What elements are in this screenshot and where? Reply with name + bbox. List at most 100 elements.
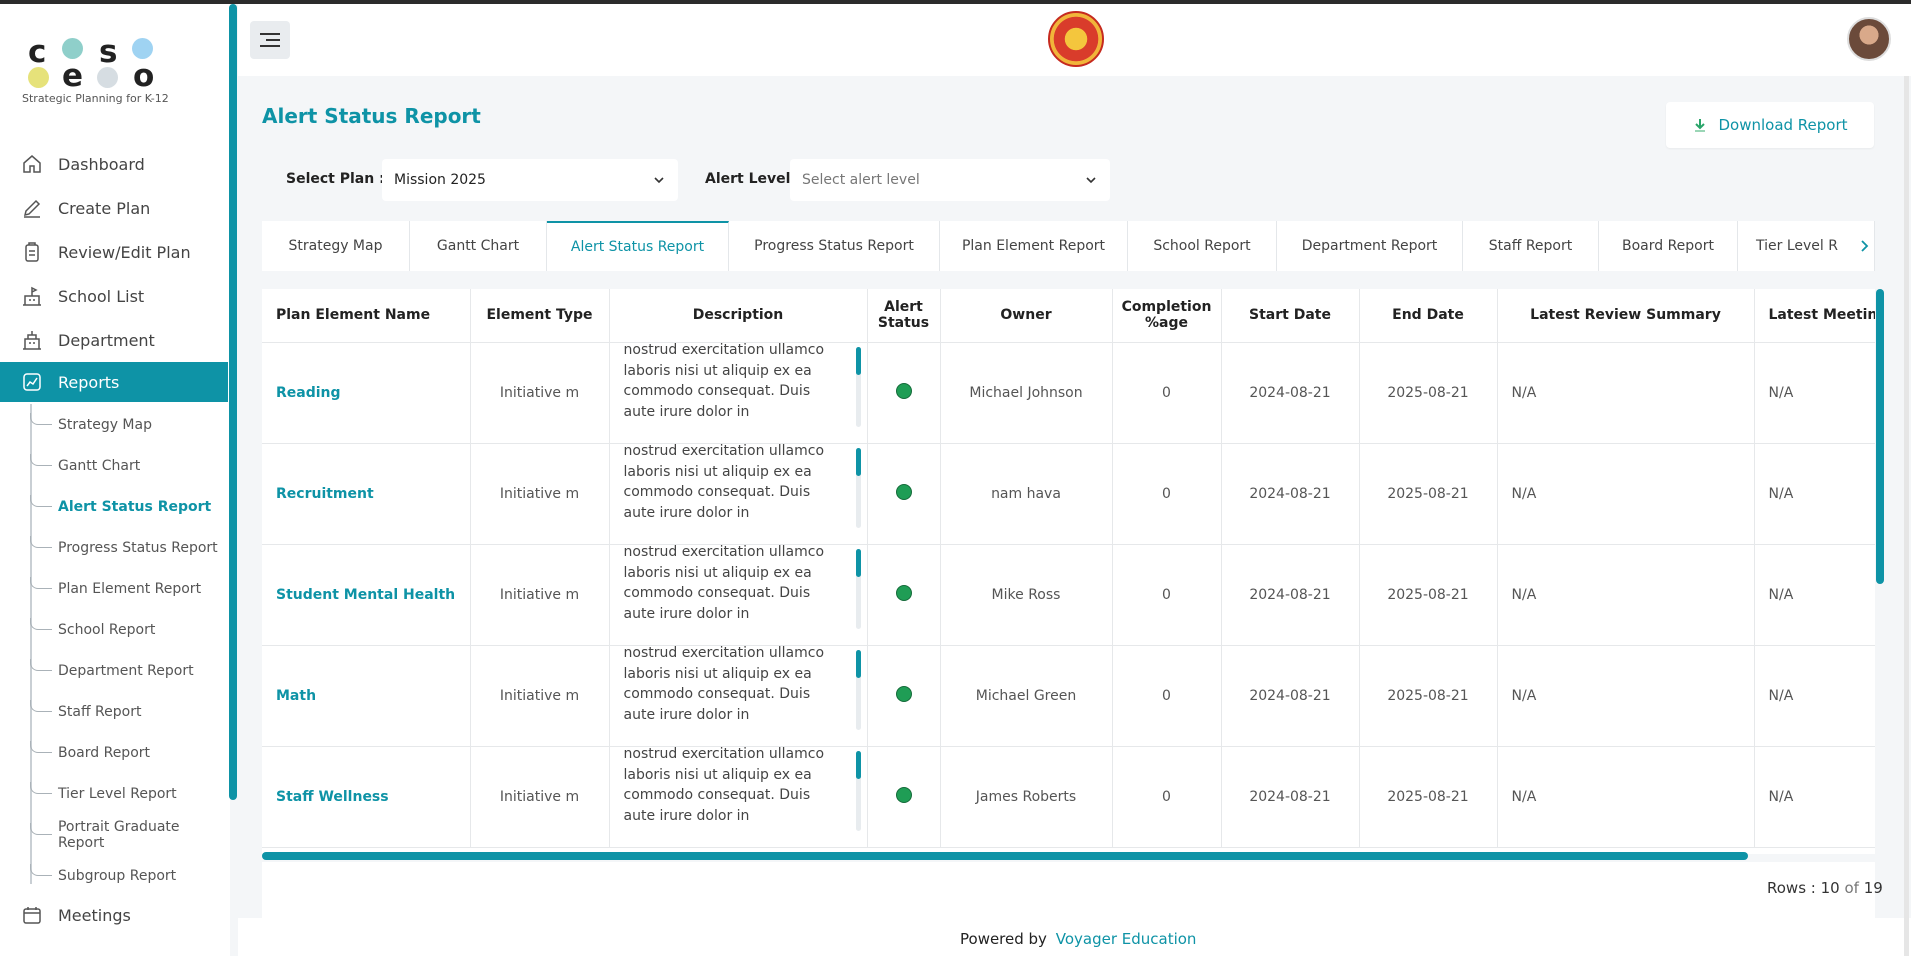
cseo-logo[interactable]: c s e o Strategic Planning for K-12	[22, 30, 222, 110]
description-cell[interactable]: nostrud exercitation ullamco laboris nis…	[609, 342, 868, 444]
tab-alert-status-report[interactable]: Alert Status Report	[547, 221, 729, 271]
subnav-item-school-report[interactable]: School Report	[30, 618, 155, 642]
subnav-item-strategy-map[interactable]: Strategy Map	[30, 413, 152, 437]
plan-element-link[interactable]: Math	[262, 645, 471, 747]
tab-plan-element-report[interactable]: Plan Element Report	[940, 221, 1128, 271]
review-summary-cell: N/A	[1497, 443, 1755, 545]
description-cell[interactable]: nostrud exercitation ullamco laboris nis…	[609, 645, 868, 747]
column-header[interactable]: Start Date	[1221, 289, 1360, 343]
sidebar-item-school-list[interactable]: School List	[0, 276, 228, 316]
tab-tier-level-report[interactable]: Tier Level R	[1738, 221, 1875, 271]
column-header[interactable]: Alert Status	[867, 289, 941, 343]
table-vertical-scrollbar[interactable]	[1876, 289, 1884, 584]
owner-cell: Mike Ross	[940, 544, 1113, 646]
plan-element-link[interactable]: Student Mental Health	[262, 544, 471, 646]
description-scroll-track[interactable]	[855, 447, 861, 528]
chevron-right-icon[interactable]	[1858, 236, 1874, 256]
description-scroll-thumb[interactable]	[855, 548, 861, 577]
column-header[interactable]: Element Type	[470, 289, 610, 343]
description-cell[interactable]: nostrud exercitation ullamco laboris nis…	[609, 443, 868, 545]
sidebar-item-department[interactable]: Department	[0, 320, 228, 360]
logo-dot	[28, 67, 49, 88]
end-date-cell: 2025-08-21	[1359, 342, 1498, 444]
column-header[interactable]: Description	[609, 289, 868, 343]
column-header[interactable]: Latest Review Summary	[1497, 289, 1755, 343]
subnav-item-progress-status-report[interactable]: Progress Status Report	[30, 536, 218, 560]
description-scroll-thumb[interactable]	[855, 750, 861, 779]
subnav-item-portrait-graduate-report[interactable]: Portrait Graduate Report	[30, 819, 230, 851]
subnav-item-gantt-chart[interactable]: Gantt Chart	[30, 454, 140, 478]
description-text: nostrud exercitation ullamco laboris nis…	[623, 746, 825, 829]
description-scroll-track[interactable]	[855, 346, 861, 427]
sidebar-item-reports[interactable]: Reports	[0, 362, 228, 402]
subnav-item-department-report[interactable]: Department Report	[30, 659, 194, 683]
description-scroll-thumb[interactable]	[855, 346, 861, 375]
plan-element-link[interactable]: Reading	[262, 342, 471, 444]
status-indicator	[895, 584, 912, 601]
sidebar-item-review-edit-plan[interactable]: Review/Edit Plan	[0, 232, 228, 272]
plan-select[interactable]: Mission 2025	[382, 159, 678, 201]
subnav-item-label: Tier Level Report	[58, 786, 177, 802]
menu-toggle-button[interactable]	[250, 21, 290, 59]
subnav-item-staff-report[interactable]: Staff Report	[30, 700, 141, 724]
alert-level-select[interactable]: Select alert level	[790, 159, 1110, 201]
description-scroll-thumb[interactable]	[855, 447, 861, 476]
sidebar-scrollbar[interactable]	[229, 4, 237, 800]
column-header[interactable]: End Date	[1359, 289, 1498, 343]
start-date-cell: 2024-08-21	[1221, 746, 1360, 848]
table-horizontal-scrollbar[interactable]	[262, 852, 1748, 860]
column-header[interactable]: Owner	[940, 289, 1113, 343]
tree-connector	[30, 659, 52, 671]
column-header[interactable]: Latest Meeting	[1754, 289, 1875, 343]
tab-school-report[interactable]: School Report	[1128, 221, 1277, 271]
report-tabs: Strategy Map Gantt Chart Alert Status Re…	[262, 221, 1875, 271]
subnav-item-tier-level-report[interactable]: Tier Level Report	[30, 782, 177, 806]
subnav-item-alert-status-report[interactable]: Alert Status Report	[30, 495, 211, 519]
logo-dot	[62, 38, 83, 59]
description-cell[interactable]: nostrud exercitation ullamco laboris nis…	[609, 746, 868, 848]
end-date-cell: 2025-08-21	[1359, 645, 1498, 747]
column-header[interactable]: Completion %age	[1112, 289, 1222, 343]
subnav-item-label: School Report	[58, 622, 156, 638]
subnav-item-subgroup-report[interactable]: Subgroup Report	[30, 864, 176, 888]
voyager-education-link[interactable]: Voyager Education	[1055, 930, 1197, 948]
review-summary-cell: N/A	[1497, 746, 1755, 848]
subnav-item-label: Department Report	[58, 663, 194, 679]
subnav-item-board-report[interactable]: Board Report	[30, 741, 150, 765]
download-report-button[interactable]: Download Report	[1666, 102, 1874, 148]
tab-progress-status-report[interactable]: Progress Status Report	[729, 221, 940, 271]
tree-connector	[30, 700, 52, 712]
tab-gantt-chart[interactable]: Gantt Chart	[410, 221, 547, 271]
column-header[interactable]: Plan Element Name	[262, 289, 471, 343]
tree-connector	[30, 413, 52, 425]
owner-cell: nam hava	[940, 443, 1113, 545]
owner-cell: James Roberts	[940, 746, 1113, 848]
sidebar-item-create-plan[interactable]: Create Plan	[0, 188, 228, 228]
logo-letter-e: e	[62, 58, 84, 94]
subnav-item-plan-element-report[interactable]: Plan Element Report	[30, 577, 201, 601]
logo-tagline: Strategic Planning for K-12	[22, 92, 169, 105]
description-scroll-track[interactable]	[855, 750, 861, 831]
description-scroll-thumb[interactable]	[855, 649, 861, 678]
tree-connector	[30, 864, 52, 876]
description-scroll-track[interactable]	[855, 548, 861, 629]
plan-element-link[interactable]: Recruitment	[262, 443, 471, 545]
page-scrollbar[interactable]	[1904, 76, 1909, 956]
status-indicator	[895, 685, 912, 702]
element-type-cell: Initiative m	[470, 443, 610, 545]
description-scroll-track[interactable]	[855, 649, 861, 730]
clipboard-icon	[20, 240, 44, 264]
description-cell[interactable]: nostrud exercitation ullamco laboris nis…	[609, 544, 868, 646]
latest-meeting-cell: N/A	[1754, 746, 1875, 848]
tab-strategy-map[interactable]: Strategy Map	[262, 221, 410, 271]
start-date-cell: 2024-08-21	[1221, 342, 1360, 444]
sidebar-item-meetings[interactable]: Meetings	[0, 895, 228, 935]
tab-board-report[interactable]: Board Report	[1599, 221, 1738, 271]
tab-department-report[interactable]: Department Report	[1277, 221, 1463, 271]
sidebar-item-dashboard[interactable]: Dashboard	[0, 144, 228, 184]
plan-element-link[interactable]: Staff Wellness	[262, 746, 471, 848]
user-avatar[interactable]	[1847, 17, 1891, 61]
logo-letter-s: s	[99, 34, 118, 70]
tab-staff-report[interactable]: Staff Report	[1463, 221, 1599, 271]
start-date-cell: 2024-08-21	[1221, 443, 1360, 545]
